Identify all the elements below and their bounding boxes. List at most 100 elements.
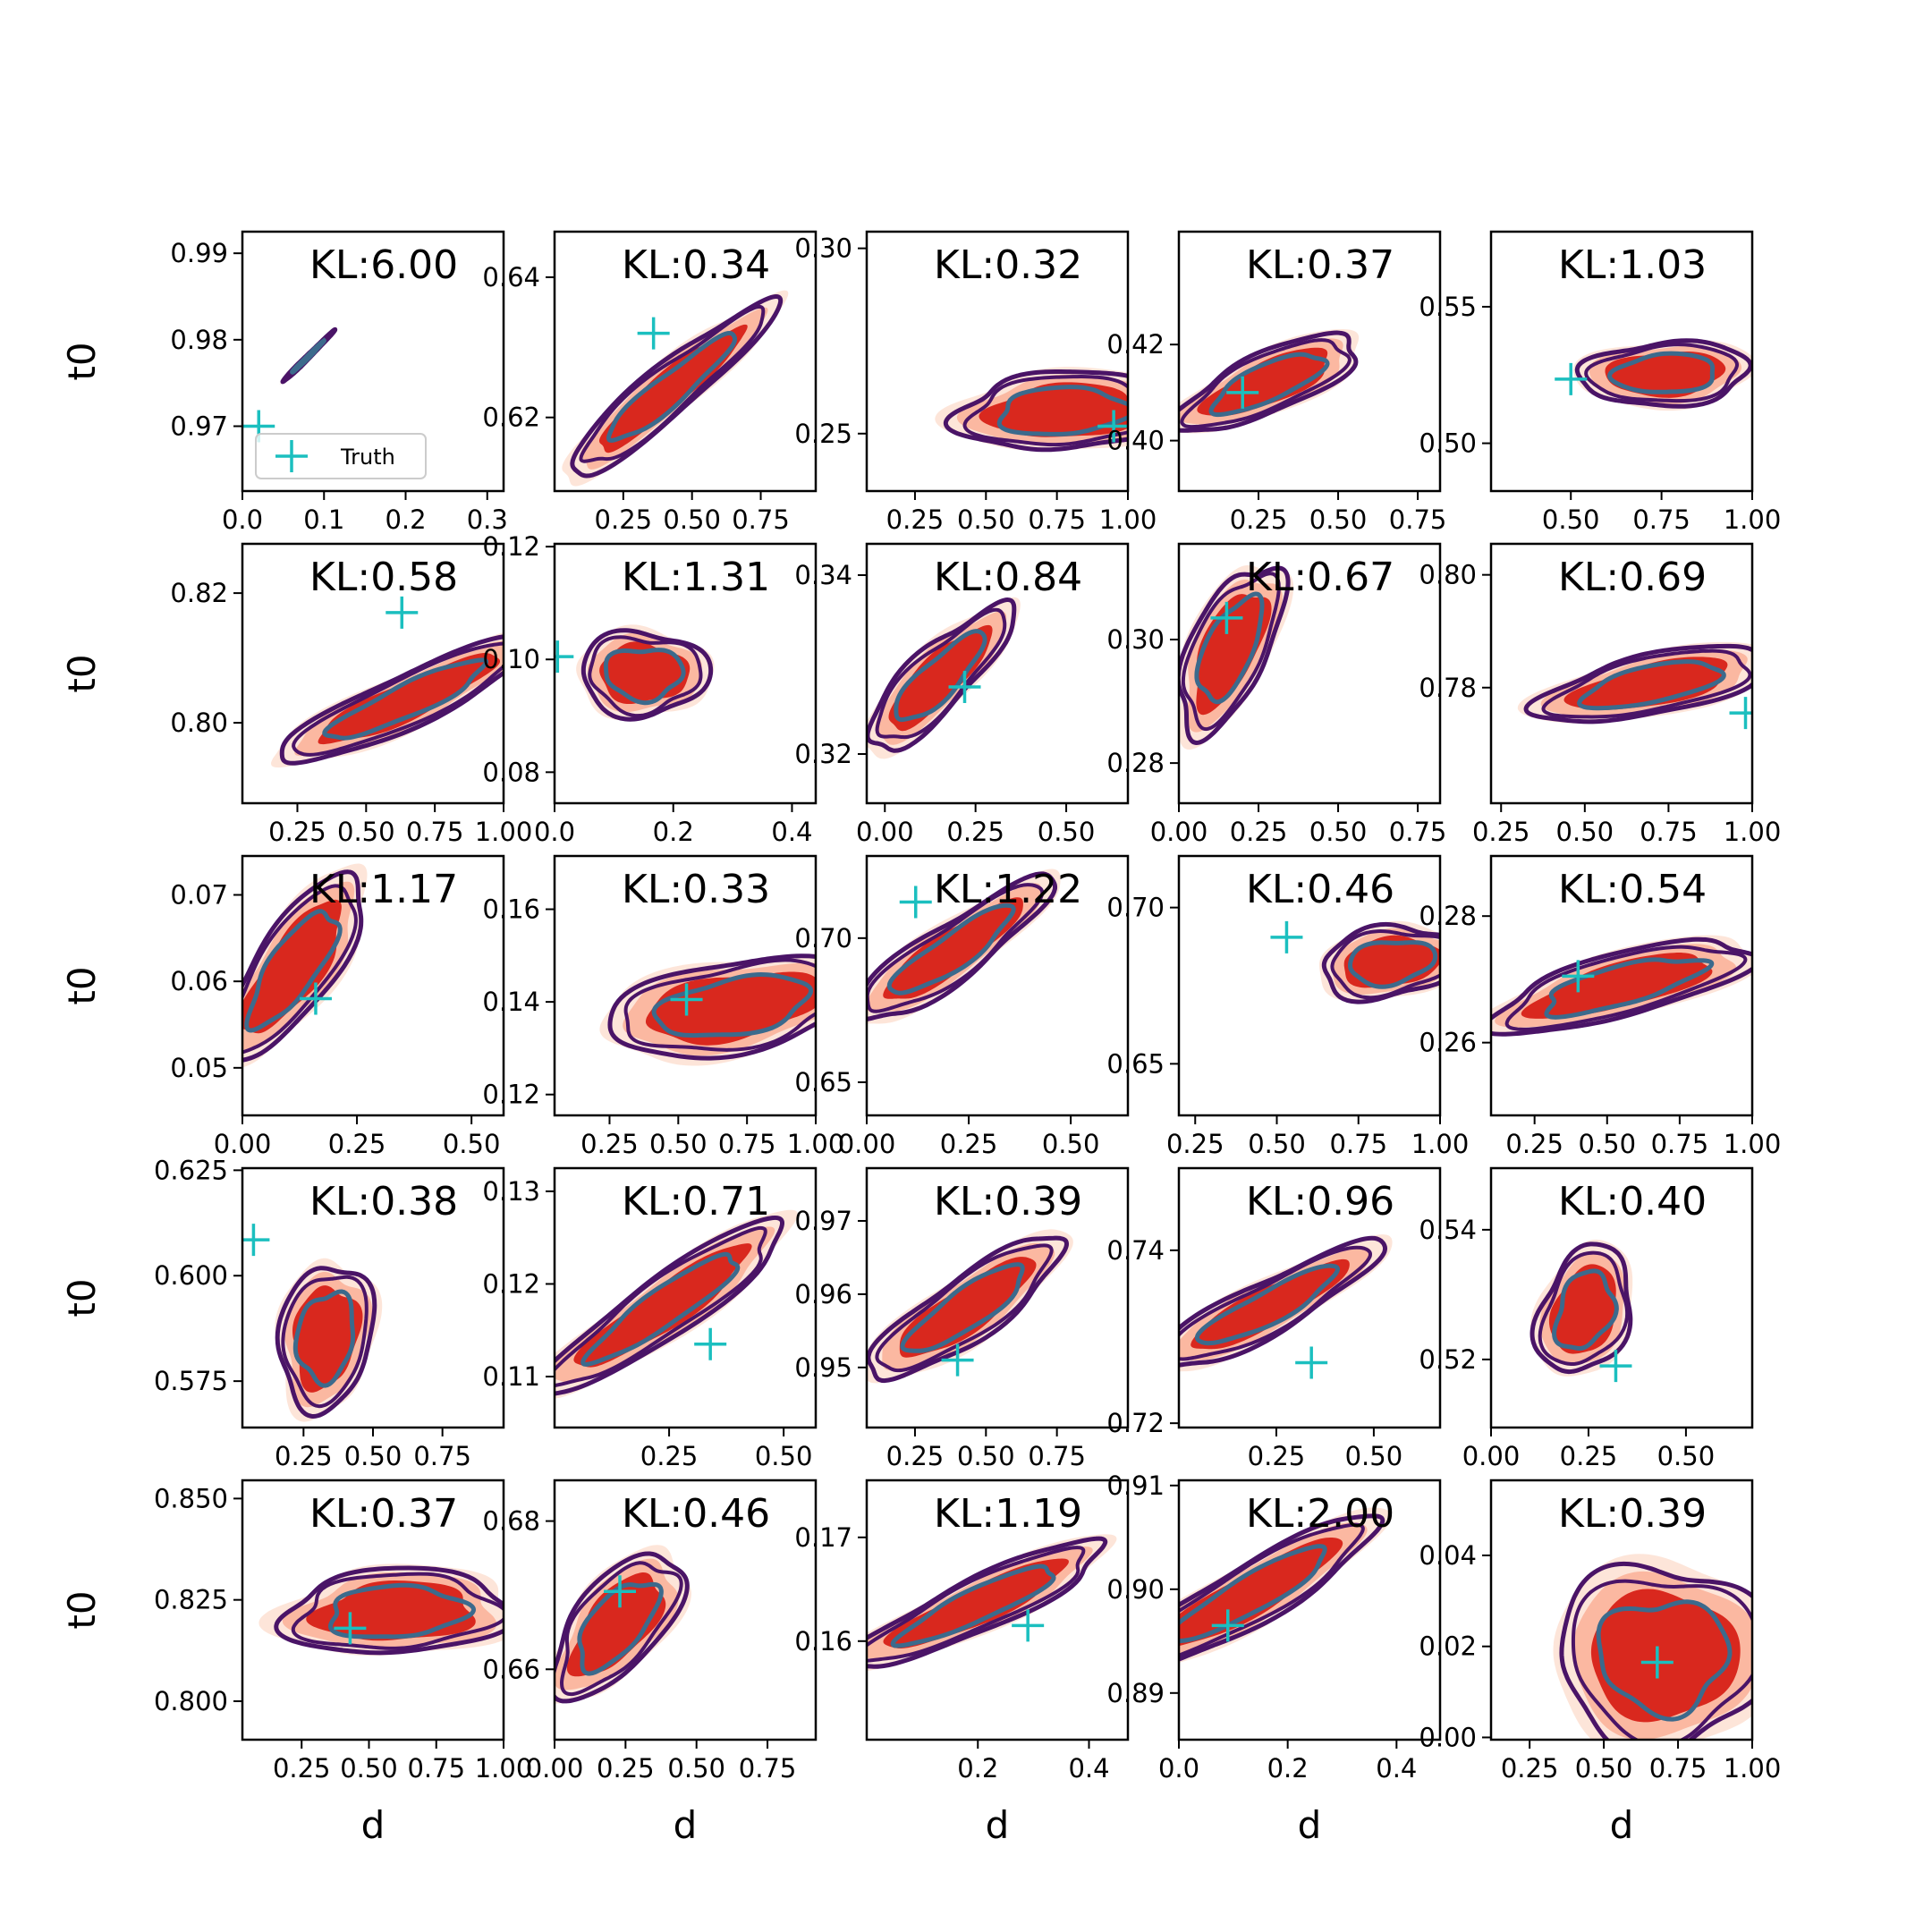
posterior-fill-level-3 [1521,953,1713,1019]
truth-marker [555,640,574,674]
y-tick-label: 0.64 [482,262,540,292]
x-tick-label: 0.50 [443,1129,501,1159]
y-tick-label: 0.82 [170,578,228,608]
truth-marker [948,671,981,703]
contour-middle [1541,648,1752,719]
x-tick-label: 1.00 [1411,1129,1470,1159]
contour-middle [875,1243,1054,1373]
y-tick-label: 0.11 [482,1361,540,1392]
contour-middle [623,958,816,1052]
truth-marker [334,1612,367,1645]
y-tick-label: 0.34 [794,560,852,590]
kl-label: KL:0.37 [1246,242,1394,288]
legend-label: Truth [340,445,395,470]
x-tick-label: 0.25 [597,1753,655,1784]
posterior-fill-level-3 [292,1285,363,1393]
y-tick-label: 0.02 [1419,1631,1477,1662]
posterior-fill-level-3 [318,653,501,745]
x-tick-label: 0.1 [303,504,344,535]
contour-inner [577,1581,664,1676]
kl-label: KL:0.84 [934,555,1082,600]
x-tick-label: 0.50 [1575,1753,1633,1784]
kl-label: KL:1.22 [934,867,1082,912]
y-tick-label: 0.70 [794,923,852,953]
x-tick-label: 0.25 [1505,1129,1563,1159]
contour-outer [1321,921,1440,1004]
contour-middle [291,1572,504,1650]
x-tick-label: 0.75 [407,1753,465,1784]
y-tick-label: 0.30 [794,233,852,264]
plot-area [599,953,816,1066]
y-tick-label: 0.00 [1419,1722,1477,1752]
kl-label: KL:0.34 [622,242,770,288]
x-tick-label: 0.25 [1472,817,1530,847]
x-tick-label: 0.3 [467,504,508,535]
y-tick-label: 0.74 [1106,1235,1165,1266]
kl-label: KL:6.00 [309,242,458,288]
x-tick-label: 0.00 [526,1753,584,1784]
contour-inner [244,909,343,1033]
kl-label: KL:0.96 [1246,1179,1394,1224]
contour-middle [292,641,504,757]
contour-middle [555,1225,767,1388]
kl-label: KL:0.40 [1558,1179,1707,1224]
y-tick-label: 0.42 [1106,329,1165,360]
kl-label: KL:0.38 [309,1179,458,1224]
x-tick-label: 0.50 [1657,1441,1716,1471]
contour-middle [1330,929,1440,1000]
contour-inner [1577,659,1726,711]
contour-outer [1179,330,1359,433]
axis-labels: t0 t0 t0 t0 t0 d d d d d [60,342,1633,1847]
axes-frame [241,854,505,1117]
y-tick-label: 0.80 [1419,560,1477,590]
contour-inner [886,902,1016,996]
posterior-fill-level-3 [1191,1258,1350,1350]
plot-area [935,367,1128,453]
x-tick-label: 0.25 [275,1441,333,1471]
panel-9: 0.00 0.25 0.50 0.75 0.28 0.30 KL:0.67 [1106,542,1446,847]
x-tick-label: 0.75 [406,817,464,847]
axes-frame [865,1479,1130,1741]
y-tick-label: 0.575 [154,1366,228,1396]
x-tick-label: 1.00 [475,817,533,847]
y-tick-label: 0.625 [154,1155,228,1185]
truth-marker [899,886,932,919]
truth-marker [1270,920,1303,953]
y-tick-label: 0.800 [154,1686,228,1716]
x-axis-label: d [674,1803,698,1847]
plot-area [555,1545,691,1704]
contour-outer [1179,565,1291,745]
axes-frame [241,230,505,493]
plot-area [555,624,715,722]
contour-outer [867,1536,1108,1669]
truth-marker [637,317,670,350]
y-tick-label: 0.66 [482,1654,540,1684]
y-tick-label: 0.28 [1106,748,1165,778]
x-tick-label: 0.25 [1560,1441,1618,1471]
panel-2: 0.25 0.50 0.75 0.62 0.64 KL:0.34 [482,230,818,535]
posterior-fill-level-3 [566,1572,666,1677]
y-tick-label: 0.98 [170,325,228,355]
y-tick-label: 0.600 [154,1260,228,1291]
y-tick-label: 0.13 [482,1176,540,1207]
y-tick-label: 0.14 [482,987,540,1017]
axes-frame [1489,854,1754,1117]
axes-frame [865,1166,1130,1429]
axes-frame [1489,1166,1754,1429]
contour-outer [555,1215,785,1396]
plot-area [1517,641,1752,730]
y-axis-label: t0 [60,1590,104,1629]
truth-marker [694,1327,727,1360]
panel-18: 0.25 0.50 0.75 0.95 0.96 0.97 KL:0.39 [794,1166,1130,1471]
contour-inner [1208,352,1330,418]
panel-23: 0.2 0.4 0.16 0.17 KL:1.19 [794,1479,1130,1784]
x-tick-label: 1.00 [1724,504,1782,535]
x-tick-label: 0.00 [1150,817,1208,847]
y-tick-label: 0.96 [794,1279,852,1309]
y-tick-label: 0.97 [170,411,228,442]
y-tick-label: 0.62 [482,402,540,433]
contour-middle [962,375,1128,447]
y-tick-label: 0.52 [1419,1344,1477,1375]
x-tick-label: 0.75 [1640,817,1698,847]
